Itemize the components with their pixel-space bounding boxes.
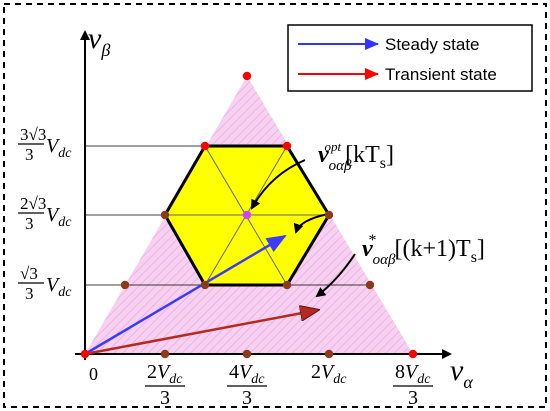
y-tick-label-2: √33 Vdc [18, 264, 72, 303]
legend-steady-label: Steady state [385, 35, 480, 54]
svg-text:3: 3 [25, 284, 34, 303]
vertex-point-11 [160, 349, 170, 359]
transient-state-vector [84, 310, 318, 356]
legend-box [287, 24, 533, 92]
vertex-point-3 [160, 210, 170, 220]
vertex-point-10 [80, 349, 90, 359]
optimal-vector-label: voαβopt [kTs] [318, 139, 394, 174]
origin-label: 0 [89, 364, 98, 384]
vertex-point-5 [324, 210, 334, 220]
legend-transient-label: Transient state [385, 65, 497, 84]
vertex-point-7 [200, 280, 210, 290]
svg-text:3: 3 [408, 387, 418, 409]
steady-state-vector [84, 234, 287, 356]
svg-text:8Vdc: 8Vdc [395, 361, 431, 387]
vertex-point-14 [408, 349, 418, 359]
y-axis-label: vβ [88, 22, 110, 60]
svg-text:3: 3 [25, 214, 34, 233]
svg-text:√3: √3 [20, 264, 38, 283]
svg-text:3: 3 [242, 387, 252, 409]
vertex-point-13 [324, 349, 334, 359]
svg-text:3: 3 [25, 145, 34, 164]
svg-text:3: 3 [160, 387, 170, 409]
svg-text:2Vdc: 2Vdc [147, 361, 183, 387]
x-tick-label-2: 2Vdc [311, 361, 347, 387]
optimal-pointer-arrow [251, 159, 306, 210]
vertex-points [80, 71, 418, 359]
svg-text:2Vdc: 2Vdc [311, 361, 347, 387]
reference-pointer-arrow-2 [315, 253, 356, 298]
y-tick-label-1: 2√33 Vdc [18, 194, 72, 233]
x-axis-label: vα [450, 354, 473, 392]
vertex-point-8 [282, 280, 292, 290]
svg-text:Vdc: Vdc [46, 135, 72, 161]
vertex-point-1 [200, 141, 210, 151]
vertex-point-0 [242, 71, 252, 81]
svg-text:2√3: 2√3 [20, 194, 46, 213]
svg-text:4Vdc: 4Vdc [229, 361, 265, 387]
figure-border [3, 3, 547, 408]
svg-text:3√3: 3√3 [20, 125, 46, 144]
reference-vector-label: voαβ* [(k+1)Ts] [362, 232, 485, 268]
vertex-point-12 [242, 349, 252, 359]
legend: Steady state Transient state [287, 24, 533, 92]
vertex-point-2 [282, 141, 292, 151]
vertex-point-4 [242, 210, 252, 220]
svg-text:Vdc: Vdc [46, 204, 72, 230]
y-tick-label-0: 3√33 Vdc [18, 125, 72, 164]
vertex-point-6 [120, 280, 130, 290]
svg-text:Vdc: Vdc [46, 274, 72, 300]
reference-pointer-arrow-1 [293, 213, 329, 234]
vertex-point-9 [365, 280, 375, 290]
